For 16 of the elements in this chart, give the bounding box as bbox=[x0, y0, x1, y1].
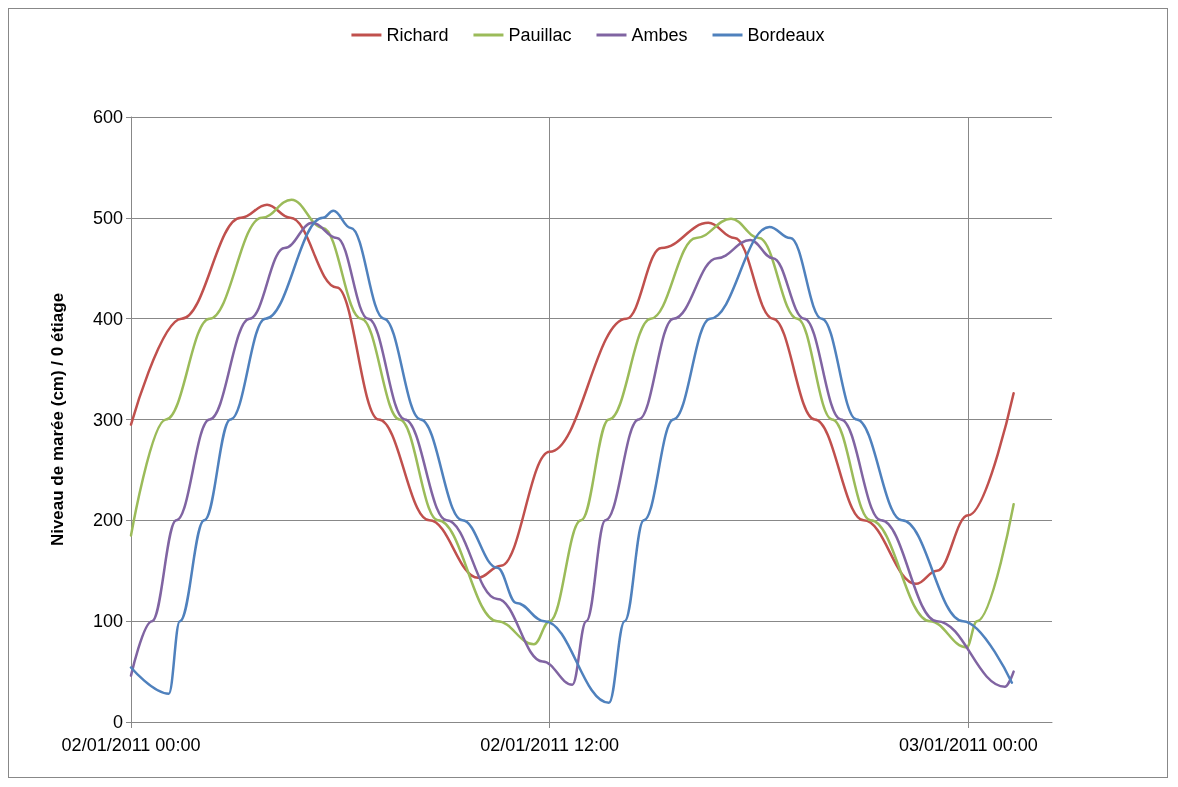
y-tick-label: 200 bbox=[92, 510, 123, 531]
y-tick-label: 300 bbox=[92, 409, 123, 430]
x-tick-label: 02/01/2011 00:00 bbox=[61, 735, 201, 755]
x-tick-label: 03/01/2011 00:00 bbox=[898, 735, 1038, 755]
y-tick-label: 400 bbox=[92, 308, 123, 329]
legend-label: Ambes bbox=[631, 25, 688, 45]
legend-label: Richard bbox=[386, 25, 449, 45]
y-tick-label: 600 bbox=[92, 107, 123, 127]
line-series bbox=[129, 203, 1015, 586]
y-tick-label: 500 bbox=[92, 207, 123, 228]
x-tick-label: 02/01/2011 12:00 bbox=[480, 735, 620, 755]
y-tick-label: 100 bbox=[92, 611, 123, 632]
y-axis-title: Niveau de marée (cm) / 0 étiage bbox=[48, 292, 67, 547]
legend-label: Bordeaux bbox=[747, 25, 825, 45]
legend-label: Pauillac bbox=[508, 25, 572, 45]
y-tick-label: 0 bbox=[112, 712, 123, 732]
